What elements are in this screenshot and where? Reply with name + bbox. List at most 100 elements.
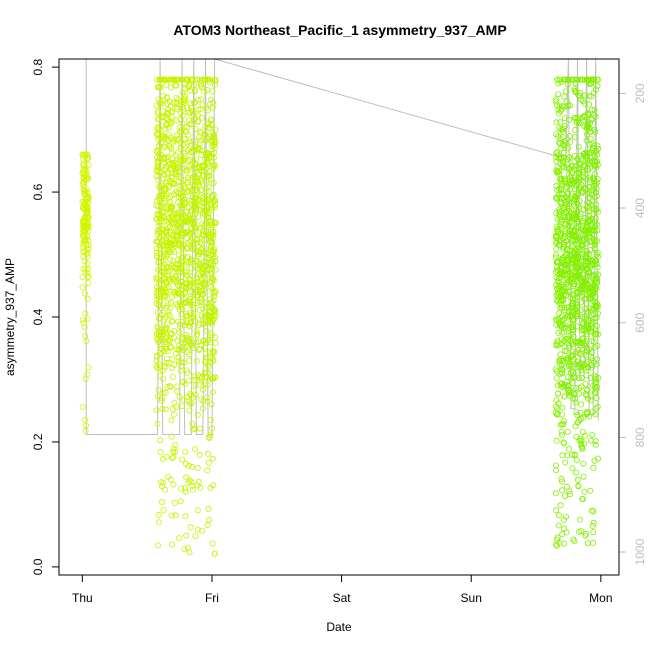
data-point [208,207,215,214]
data-point [560,245,567,252]
data-point [209,275,216,282]
data-point [588,187,595,194]
data-point [80,183,87,190]
data-point [198,163,205,170]
data-point [204,467,211,474]
data-point [187,336,194,343]
data-point [206,168,213,175]
data-point [154,108,161,115]
data-point [199,245,206,252]
data-point [197,246,204,253]
data-point [572,423,579,430]
data-point [179,204,186,211]
data-point [573,385,580,392]
data-point [85,237,92,244]
data-point [205,363,212,370]
data-point [168,541,175,548]
data-point [576,250,583,257]
data-point [571,361,578,368]
data-point [187,100,194,107]
data-point [558,340,565,347]
data-point [154,164,161,171]
data-point [581,162,588,169]
data-point [155,96,162,103]
data-point [163,340,170,347]
data-point [555,274,562,281]
data-point [173,117,180,124]
data-point [566,219,573,226]
data-point [208,244,215,251]
data-point [196,345,203,352]
data-point [188,245,195,252]
data-point [561,144,568,151]
data-point [572,339,579,346]
data-point [592,129,599,136]
data-point [167,84,174,91]
data-point [184,349,191,356]
data-point [555,298,562,305]
data-point [161,286,168,293]
data-point [590,338,597,345]
data-point [169,356,176,363]
data-point [212,127,219,134]
data-point [153,102,160,109]
data-point [568,279,575,286]
data-point [584,123,591,130]
data-point [557,268,564,275]
data-point [175,256,182,263]
data-point [584,360,591,367]
data-point [185,193,192,200]
data-point [553,542,560,549]
data-point [189,420,196,427]
data-point [584,265,591,272]
data-point [162,199,169,206]
data-point [196,381,203,388]
data-point [581,279,588,286]
data-point [162,246,169,253]
data-point [170,210,177,217]
data-point [194,507,201,514]
data-point [589,201,596,208]
y-tick-label: 0.4 [31,308,45,325]
data-point [561,393,568,400]
data-point [184,234,191,241]
data-point [199,291,206,298]
data-point [169,246,176,253]
data-point [157,84,164,91]
data-point [567,186,574,193]
data-point [169,405,176,412]
data-point [558,176,565,183]
data-point [552,234,559,241]
data-point [164,170,171,177]
data-point [585,119,592,126]
data-point [568,304,575,311]
data-point [200,397,207,404]
data-point [184,174,191,181]
data-point [553,251,560,258]
data-point [81,187,88,194]
data-point [158,182,165,189]
data-point [586,194,593,201]
data-point [559,216,566,223]
data-point [203,227,210,234]
y2-tick-label: 200 [633,83,647,103]
data-point [553,437,560,444]
data-point [188,400,195,407]
data-point [205,188,212,195]
data-point [181,338,188,345]
data-point [80,174,87,181]
data-point [208,154,215,161]
data-point [588,364,595,371]
data-point [188,200,195,207]
data-point [560,316,567,323]
data-point [558,186,565,193]
data-point [592,86,599,93]
data-point [180,156,187,163]
data-point [192,175,199,182]
data-point [209,221,216,228]
data-point [197,296,204,303]
data-point [198,299,205,306]
data-point [577,415,584,422]
data-point [154,420,161,427]
data-point [593,314,600,321]
